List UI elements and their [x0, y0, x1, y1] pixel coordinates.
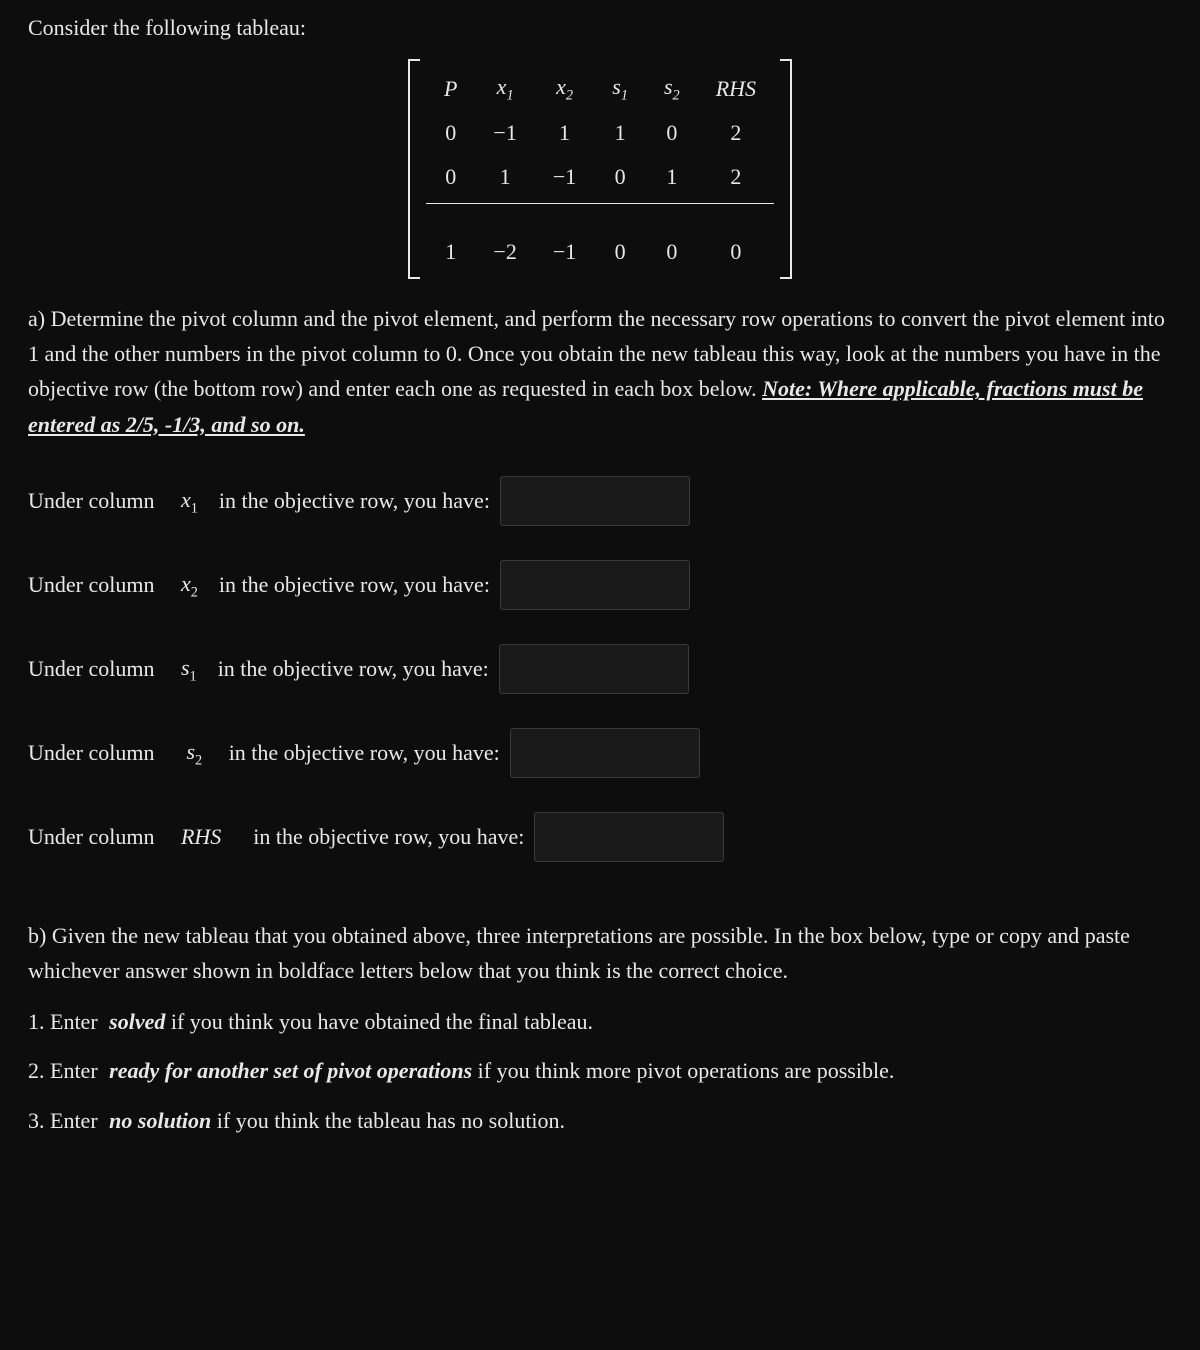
option-1: 1. Enter solved if you think you have ob…: [28, 1004, 1172, 1039]
cell: 1: [594, 111, 646, 154]
q-post: in the objective row, you have:: [231, 819, 524, 854]
cell: −1: [535, 230, 594, 273]
tableau-matrix: P x1 x2 s1 s2 RHS 0 −1 1 1 0 2 0 1 −1 0 …: [426, 65, 774, 273]
cell: 0: [698, 230, 774, 273]
q-post: in the objective row, you have:: [208, 483, 490, 518]
cell: 2: [698, 155, 774, 198]
h-rhs: RHS: [698, 65, 774, 111]
opt-num: 3. Enter: [28, 1108, 103, 1133]
answer-input-rhs[interactable]: [534, 812, 724, 862]
opt-rest: if you think the tableau has no solution…: [211, 1108, 565, 1133]
q-var: RHS: [181, 819, 221, 854]
cell: 1: [426, 230, 475, 273]
tableau-bracket-box: P x1 x2 s1 s2 RHS 0 −1 1 1 0 2 0 1 −1 0 …: [408, 59, 792, 279]
q-var: x1: [181, 482, 198, 520]
cell: 0: [646, 230, 698, 273]
part-b-paragraph: b) Given the new tableau that you obtain…: [28, 918, 1172, 988]
opt-num: 1. Enter: [28, 1009, 103, 1034]
cell: 0: [594, 155, 646, 198]
question-row-x1: Under column x1 in the objective row, yo…: [28, 476, 1172, 526]
opt-num: 2. Enter: [28, 1058, 103, 1083]
cell: 0: [426, 111, 475, 154]
tableau-row-2: 0 1 −1 0 1 2: [426, 155, 774, 198]
q-post: in the objective row, you have:: [208, 567, 490, 602]
cell: −1: [475, 111, 534, 154]
tableau-header-row: P x1 x2 s1 s2 RHS: [426, 65, 774, 111]
h-P: P: [426, 65, 475, 111]
q-post: in the objective row, you have:: [212, 735, 500, 770]
answer-input-x1[interactable]: [500, 476, 690, 526]
q-var: x2: [181, 566, 198, 604]
cell: 0: [594, 230, 646, 273]
tableau-container: P x1 x2 s1 s2 RHS 0 −1 1 1 0 2 0 1 −1 0 …: [28, 59, 1172, 279]
q-pre: Under column: [28, 483, 171, 518]
cell: 1: [646, 155, 698, 198]
answer-input-s1[interactable]: [499, 644, 689, 694]
tableau-row-1: 0 −1 1 1 0 2: [426, 111, 774, 154]
h-s1: s1: [594, 65, 646, 111]
option-2: 2. Enter ready for another set of pivot …: [28, 1053, 1172, 1088]
q-var: s2: [186, 734, 202, 772]
cell: 0: [426, 155, 475, 198]
q-pre: Under column: [28, 651, 171, 686]
right-bracket: [780, 59, 792, 279]
option-3: 3. Enter no solution if you think the ta…: [28, 1103, 1172, 1138]
cell: 1: [535, 111, 594, 154]
q-pre: Under column: [28, 819, 171, 854]
part-a-paragraph: a) Determine the pivot column and the pi…: [28, 301, 1172, 442]
q-var: s1: [181, 650, 197, 688]
tableau-objective-row: 1 −2 −1 0 0 0: [426, 230, 774, 273]
opt-rest: if you think you have obtained the final…: [165, 1009, 593, 1034]
question-row-rhs: Under column RHS in the objective row, y…: [28, 812, 1172, 862]
h-x1: x1: [475, 65, 534, 111]
q-post: in the objective row, you have:: [207, 651, 489, 686]
answer-input-s2[interactable]: [510, 728, 700, 778]
opt-bold: ready for another set of pivot operation…: [109, 1058, 472, 1083]
question-row-s2: Under column s2 in the objective row, yo…: [28, 728, 1172, 778]
cell: −2: [475, 230, 534, 273]
h-s2: s2: [646, 65, 698, 111]
left-bracket: [408, 59, 420, 279]
question-row-s1: Under column s1 in the objective row, yo…: [28, 644, 1172, 694]
cell: 1: [475, 155, 534, 198]
answer-input-x2[interactable]: [500, 560, 690, 610]
cell: −1: [535, 155, 594, 198]
h-x2: x2: [535, 65, 594, 111]
question-row-x2: Under column x2 in the objective row, yo…: [28, 560, 1172, 610]
tableau-gap: [426, 204, 774, 230]
cell: 0: [646, 111, 698, 154]
q-pre: Under column: [28, 735, 176, 770]
opt-rest: if you think more pivot operations are p…: [472, 1058, 894, 1083]
intro-text: Consider the following tableau:: [28, 10, 1172, 45]
opt-bold: no solution: [109, 1108, 211, 1133]
cell: 2: [698, 111, 774, 154]
opt-bold: solved: [109, 1009, 165, 1034]
q-pre: Under column: [28, 567, 171, 602]
